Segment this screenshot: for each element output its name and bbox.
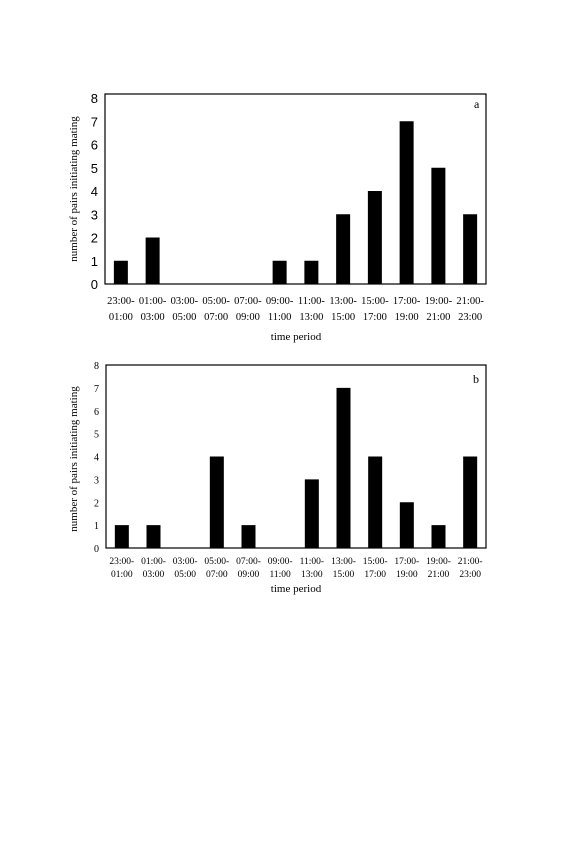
y-axis-title: number of pairs initiating mating <box>68 116 80 262</box>
y-tick-label: 7 <box>94 384 99 395</box>
x-tick-label: 03:00- <box>173 557 198 567</box>
x-tick-label: 03:00 <box>143 570 165 580</box>
x-tick-label: 05:00 <box>174 570 196 580</box>
bar <box>431 167 446 284</box>
y-tick-label: 0 <box>91 277 98 292</box>
y-tick-label: 1 <box>91 254 98 269</box>
x-tick-label: 09:00- <box>266 296 294 307</box>
x-tick-label: 07:00 <box>204 312 228 323</box>
x-tick-label: 01:00 <box>111 570 133 580</box>
x-tick-label: 01:00 <box>109 312 133 323</box>
bar <box>209 456 224 548</box>
x-tick-label: 19:00 <box>396 570 418 580</box>
x-tick-label: 21:00 <box>428 570 450 580</box>
x-tick-label: 01:00- <box>141 557 166 567</box>
x-tick-label: 03:00- <box>171 296 199 307</box>
x-tick-label: 15:00- <box>363 557 388 567</box>
x-tick-label: 13:00 <box>301 570 323 580</box>
x-tick-label: 17:00 <box>363 312 387 323</box>
x-tick-label: 15:00- <box>361 296 389 307</box>
y-tick-label: 4 <box>94 453 99 464</box>
plot-frame <box>105 364 487 549</box>
x-axis-title: time period <box>271 331 322 343</box>
y-tick-label: 3 <box>94 475 99 486</box>
x-tick-label: 09:00- <box>268 557 293 567</box>
bar <box>336 387 351 548</box>
x-tick-label: 11:00 <box>268 312 292 323</box>
bar <box>431 525 446 548</box>
x-tick-label: 03:00 <box>141 312 165 323</box>
y-tick-label: 1 <box>94 521 99 532</box>
y-tick-label: 0 <box>94 544 99 555</box>
bar <box>399 121 414 284</box>
bar <box>114 525 129 548</box>
x-tick-label: 01:00- <box>139 296 167 307</box>
bar <box>113 260 128 284</box>
x-tick-label: 05:00 <box>172 312 196 323</box>
y-tick-label: 8 <box>91 91 98 106</box>
x-tick-label: 21:00- <box>456 296 484 307</box>
x-axis-title: time period <box>271 583 322 595</box>
y-axis-title: number of pairs initiating mating <box>68 386 80 532</box>
bar <box>463 456 478 548</box>
x-tick-label: 21:00 <box>426 312 450 323</box>
panel-label: a <box>474 97 480 111</box>
x-tick-label: 23:00 <box>458 312 482 323</box>
y-tick-label: 8 <box>94 361 99 372</box>
x-tick-label: 17:00- <box>394 557 419 567</box>
x-tick-label: 05:00- <box>204 557 229 567</box>
x-tick-label: 15:00 <box>333 570 355 580</box>
bar <box>336 214 351 284</box>
x-tick-label: 07:00- <box>236 557 261 567</box>
bar <box>145 237 160 284</box>
x-tick-label: 19:00 <box>395 312 419 323</box>
bar <box>146 525 161 548</box>
x-tick-label: 13:00- <box>331 557 356 567</box>
x-tick-label: 09:00 <box>238 570 260 580</box>
x-tick-label: 05:00- <box>202 296 230 307</box>
x-tick-label: 17:00 <box>364 570 386 580</box>
bar <box>367 191 382 284</box>
y-tick-label: 6 <box>94 407 99 418</box>
x-tick-label: 07:00- <box>234 296 262 307</box>
y-tick-label: 6 <box>91 138 98 153</box>
panel-label: b <box>473 372 479 386</box>
y-tick-label: 5 <box>91 161 98 176</box>
x-tick-label: 11:00- <box>300 557 324 567</box>
x-tick-label: 13:00- <box>329 296 357 307</box>
bar <box>368 456 383 548</box>
bar <box>399 502 414 548</box>
y-tick-label: 2 <box>91 231 98 246</box>
x-tick-label: 07:00 <box>206 570 228 580</box>
y-tick-label: 5 <box>94 430 99 441</box>
x-tick-label: 23:00 <box>459 570 481 580</box>
chart-a: a number of pairs initiating mating time… <box>68 91 487 343</box>
x-tick-label: 09:00 <box>236 312 260 323</box>
y-tick-label: 7 <box>91 114 98 129</box>
x-tick-label: 15:00 <box>331 312 355 323</box>
y-tick-label: 3 <box>91 207 98 222</box>
x-tick-label: 19:00- <box>425 296 453 307</box>
bar <box>463 214 478 284</box>
x-tick-label: 21:00- <box>458 557 483 567</box>
x-tick-label: 17:00- <box>393 296 421 307</box>
bar <box>272 260 287 284</box>
x-tick-label: 23:00- <box>109 557 134 567</box>
x-tick-label: 13:00 <box>299 312 323 323</box>
x-tick-label: 11:00- <box>298 296 326 307</box>
x-tick-label: 19:00- <box>426 557 451 567</box>
y-tick-label: 4 <box>91 184 98 199</box>
y-tick-label: 2 <box>94 498 99 509</box>
plot-frame <box>104 93 487 285</box>
x-tick-label: 23:00- <box>107 296 135 307</box>
bar <box>304 479 319 548</box>
bar <box>304 260 319 284</box>
x-tick-label: 11:00 <box>270 570 292 580</box>
bar <box>241 525 256 548</box>
chart-b: b number of pairs initiating mating time… <box>68 361 487 595</box>
